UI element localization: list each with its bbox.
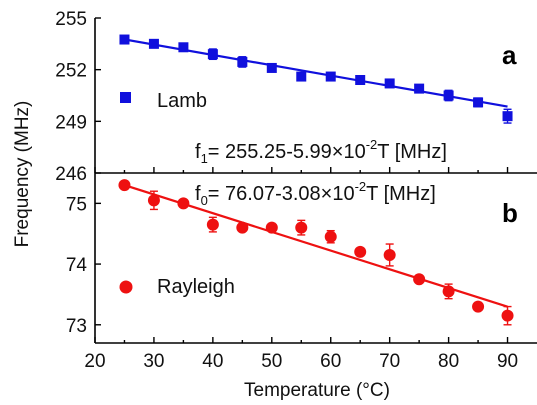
lamb-point (237, 56, 248, 67)
x-tick-label: 70 (379, 351, 400, 372)
equation-lamb: f1= 255.25-5.99×10-2T [MHz] (195, 137, 447, 166)
x-tick-label: 30 (143, 351, 164, 372)
rayleigh-point (472, 300, 485, 313)
legend-label-rayleigh: Rayleigh (157, 276, 235, 298)
rayleigh-point (501, 309, 514, 322)
rayleigh-y-tick-label: 75 (66, 194, 87, 215)
equation-lamb-exponent: -2 (366, 137, 378, 152)
legend-label-lamb: Lamb (157, 90, 207, 112)
lamb-y-tick-label: 252 (55, 61, 87, 82)
rayleigh-y-tick-label: 74 (66, 255, 88, 276)
equation-rayleigh: f0= 76.07-3.08×10-2T [MHz] (195, 179, 436, 208)
rayleigh-point (354, 245, 367, 258)
panel-b: 73 74 75 f0= 76.07-3.08×10-2T [MHz] (66, 179, 514, 337)
lamb-point (119, 34, 130, 45)
rayleigh-y-tick-label: 73 (66, 316, 87, 337)
legend-marker-rayleigh (119, 280, 133, 294)
x-tick-label: 40 (202, 351, 223, 372)
rayleigh-point (118, 179, 131, 192)
equation-rayleigh-exponent: -2 (355, 179, 367, 194)
equation-lamb-subscript: 1 (201, 151, 208, 166)
panel-a-letter: a (502, 40, 517, 70)
lamb-point (443, 90, 454, 101)
panel-a: 246 249 252 255 f1= 255.25-5.99×10-2T [MHz] (55, 9, 513, 185)
equation-rayleigh-suffix: T [MHz] (366, 183, 436, 205)
equation-rayleigh-body: = 76.07-3.08×10 (208, 183, 355, 205)
x-tick-label: 60 (320, 351, 341, 372)
lamb-y-tick-label: 255 (55, 9, 87, 30)
rayleigh-point (177, 197, 190, 210)
lamb-point (325, 71, 336, 82)
lamb-point (207, 49, 218, 60)
rayleigh-point (324, 230, 337, 243)
rayleigh-point (383, 248, 396, 261)
legend-marker-lamb (120, 92, 131, 103)
rayleigh-point (265, 221, 278, 234)
equation-rayleigh-prefix: f (195, 183, 201, 205)
equation-lamb-prefix: f (195, 141, 201, 163)
lamb-point (473, 97, 484, 108)
lamb-point (414, 83, 425, 94)
lamb-point (296, 71, 307, 82)
equation-lamb-body: = 255.25-5.99×10 (208, 141, 366, 163)
panel-b-letter: b (502, 198, 518, 228)
rayleigh-point (295, 221, 308, 234)
lamb-point (148, 38, 159, 49)
rayleigh-point (413, 273, 426, 286)
rayleigh-point (147, 194, 160, 207)
lamb-y-tick-label: 246 (55, 164, 87, 185)
rayleigh-point (442, 285, 455, 298)
axes-text: a b Lamb Rayleigh Frequency (MHz) Temper… (12, 40, 518, 401)
x-tick-label: 80 (438, 351, 459, 372)
lamb-y-tick-label: 249 (55, 112, 87, 133)
lamb-point (178, 42, 189, 53)
rayleigh-point (236, 221, 249, 234)
x-tick-label: 50 (261, 351, 282, 372)
lamb-point (355, 75, 366, 85)
lamb-point (502, 111, 513, 122)
lamb-point (384, 78, 395, 89)
x-axis-title: Temperature (°C) (244, 380, 390, 401)
plot-frame: 20 30 40 50 60 70 80 90 (84, 18, 537, 372)
x-tick-label: 20 (84, 351, 105, 372)
y-axis-title: Frequency (MHz) (12, 101, 33, 248)
equation-rayleigh-subscript: 0 (201, 193, 208, 208)
equation-lamb-suffix: T [MHz] (377, 141, 447, 163)
x-tick-label: 90 (497, 351, 518, 372)
rayleigh-point (206, 218, 219, 231)
lamb-point (266, 62, 277, 73)
